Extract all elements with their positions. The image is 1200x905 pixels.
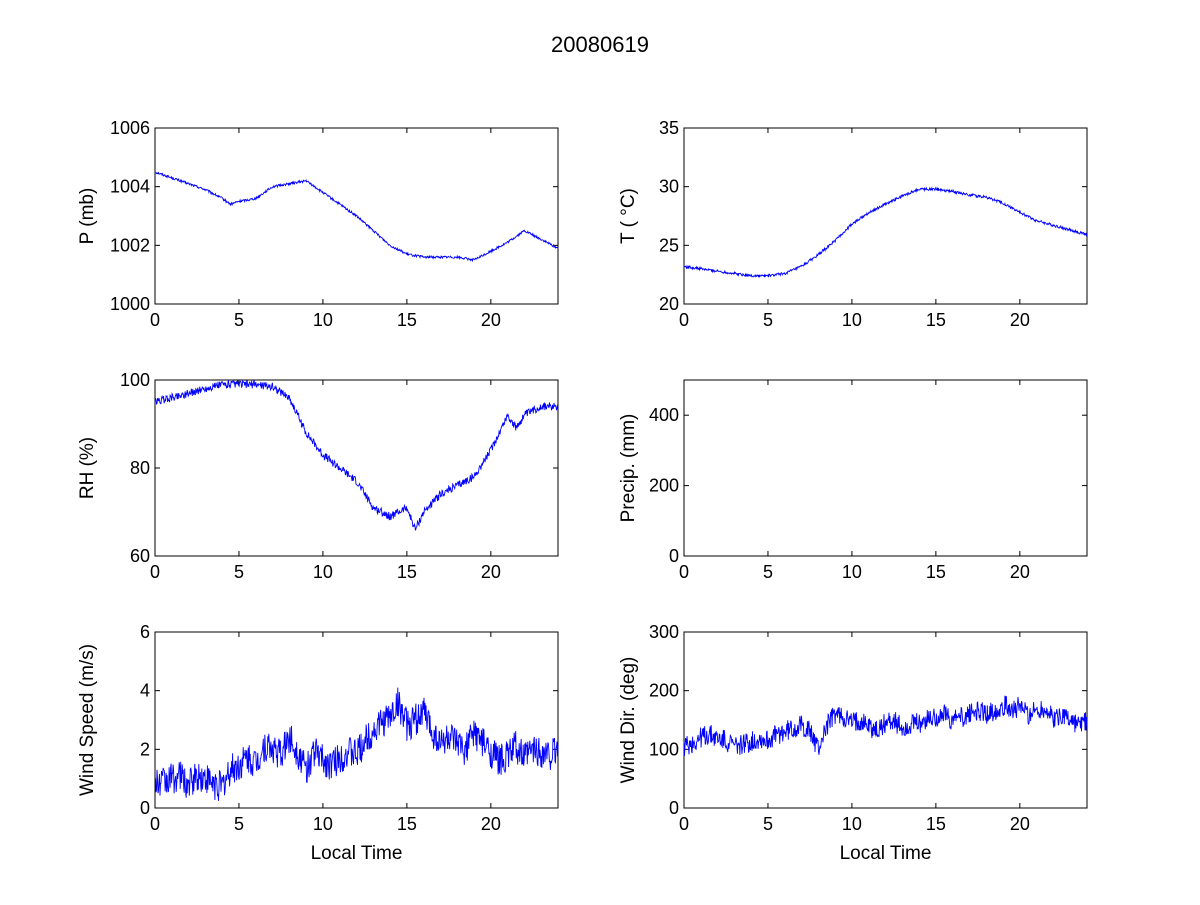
- humidity-ylabel: RH (%): [77, 437, 98, 499]
- wind-speed-xlabel: Local Time: [311, 843, 403, 864]
- humidity-xtick-label: 5: [234, 562, 244, 582]
- temperature-ytick-label: 20: [659, 294, 679, 314]
- humidity-panel: 0 5 10 15 20 60 80 100 RH (%): [77, 370, 559, 582]
- humidity-xtick-label: 0: [150, 562, 160, 582]
- pressure-ytick-label: 1000: [110, 294, 150, 314]
- wind-dir-xtick-label: 10: [842, 814, 862, 834]
- humidity-ytick-label: 100: [120, 370, 150, 390]
- wind-dir-xlabel: Local Time: [840, 843, 932, 864]
- pressure-xtick-label: 20: [481, 310, 501, 330]
- wind-speed-series-line: [154, 687, 559, 801]
- humidity-xtick-label: 15: [397, 562, 417, 582]
- temperature-xtick-label: 5: [763, 310, 773, 330]
- precip-xtick-label: 15: [926, 562, 946, 582]
- wind-dir-xtick-label: 20: [1010, 814, 1030, 834]
- pressure-xtick-label: 15: [397, 310, 417, 330]
- wind-speed-xtick-label: 10: [313, 814, 333, 834]
- wind-dir-ytick-label: 200: [649, 681, 679, 701]
- figure-title: 20080619: [551, 32, 649, 57]
- pressure-xtick-label: 0: [150, 310, 160, 330]
- wind-dir-xtick-label: 0: [679, 814, 689, 834]
- precip-ylabel: Precip. (mm): [618, 414, 639, 523]
- pressure-xtick-label: 10: [313, 310, 333, 330]
- temperature-xtick-label: 15: [926, 310, 946, 330]
- precip-xtick-label: 10: [842, 562, 862, 582]
- wind-dir-xtick-label: 5: [763, 814, 773, 834]
- humidity-series-line: [154, 379, 559, 531]
- temperature-ytick-label: 35: [659, 118, 679, 138]
- pressure-series-line: [154, 171, 559, 263]
- wind-speed-xtick-label: 15: [397, 814, 417, 834]
- wind-dir-xtick-label: 15: [926, 814, 946, 834]
- temperature-xtick-label: 0: [679, 310, 689, 330]
- precip-xtick-label: 20: [1010, 562, 1030, 582]
- wind-speed-xtick-label: 20: [481, 814, 501, 834]
- temperature-ytick-label: 25: [659, 235, 679, 255]
- precip-xtick-label: 0: [679, 562, 689, 582]
- wind-speed-ytick-label: 4: [140, 681, 150, 701]
- precip-ytick-label: 400: [649, 405, 679, 425]
- wind-dir-ytick-label: 0: [669, 798, 679, 818]
- pressure-ytick-label: 1004: [110, 177, 150, 197]
- pressure-ytick-label: 1002: [110, 235, 150, 255]
- humidity-xtick-label: 20: [481, 562, 501, 582]
- temperature-xtick-label: 20: [1010, 310, 1030, 330]
- pressure-xtick-label: 5: [234, 310, 244, 330]
- temperature-ytick-label: 30: [659, 177, 679, 197]
- precip-axes-box: [683, 379, 1088, 557]
- wind-speed-ylabel: Wind Speed (m/s): [77, 644, 98, 796]
- precip-ytick-label: 200: [649, 476, 679, 496]
- wind-speed-ytick-label: 0: [140, 798, 150, 818]
- temperature-panel: 0 5 10 15 20 20 25 30 35 T ( °C): [618, 118, 1088, 330]
- wind-dir-ylabel: Wind Dir. (deg): [618, 657, 639, 784]
- wind-dir-ytick-label: 300: [649, 622, 679, 642]
- humidity-axes-box: [154, 379, 559, 557]
- wind-speed-ytick-label: 2: [140, 739, 150, 759]
- pressure-ylabel: P (mb): [77, 188, 98, 245]
- wind-speed-xtick-label: 0: [150, 814, 160, 834]
- temperature-ylabel: T ( °C): [618, 188, 639, 244]
- wind-speed-ytick-label: 6: [140, 622, 150, 642]
- humidity-ytick-label: 60: [130, 546, 150, 566]
- pressure-panel: 0 5 10 15 20 1000 1002 1004 1006 P (mb): [77, 118, 559, 330]
- humidity-xtick-label: 10: [313, 562, 333, 582]
- temperature-series-line: [683, 186, 1088, 279]
- wind-speed-xtick-label: 5: [234, 814, 244, 834]
- temperature-xtick-label: 10: [842, 310, 862, 330]
- precip-xtick-label: 5: [763, 562, 773, 582]
- wind-dir-axes-box: [683, 631, 1088, 809]
- wind-speed-panel: 0 5 10 15 20 0 2 4 6 Wind Speed (m/s) Local Time: [77, 622, 559, 864]
- wind-dir-ytick-label: 100: [649, 739, 679, 759]
- humidity-ytick-label: 80: [130, 458, 150, 478]
- pressure-ytick-label: 1006: [110, 118, 150, 138]
- wind-dir-series-line: [683, 695, 1088, 756]
- precip-ytick-label: 0: [669, 546, 679, 566]
